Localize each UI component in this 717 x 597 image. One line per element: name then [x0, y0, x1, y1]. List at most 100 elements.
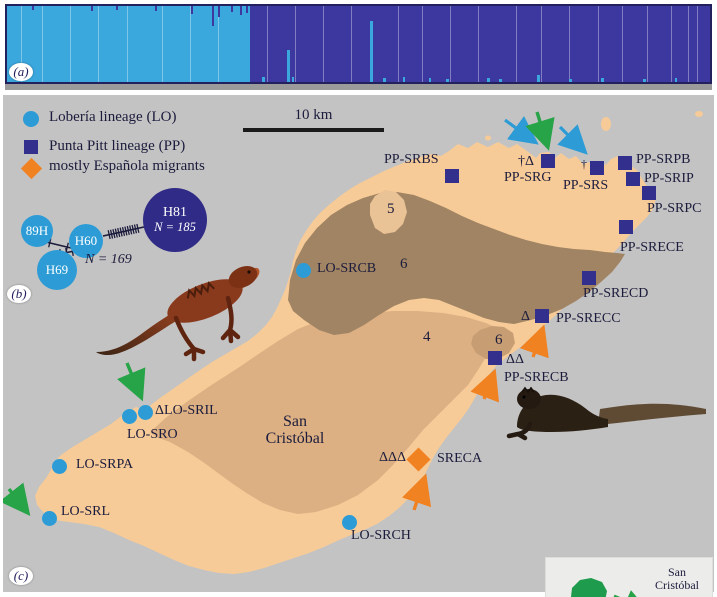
structure-bar-segment: [351, 6, 353, 82]
site-marker-pp-srpc: [642, 186, 656, 200]
site-annotation-pp-srg: †Δ: [518, 154, 535, 169]
structure-bar-segment: [267, 6, 269, 82]
site-marker-pp-srg: [541, 154, 555, 168]
structure-bar-segment: [688, 6, 690, 82]
structure-bar-segment: [31, 6, 34, 10]
structure-bar-segment: [674, 78, 678, 82]
structure-bar-segment: [696, 6, 698, 82]
structure-bar-segment: [246, 6, 249, 13]
islet-1: [601, 117, 611, 131]
green-arrow-north: [525, 111, 555, 151]
site-label-lo-srl: LO-SRL: [61, 504, 110, 519]
green-arrow-sril: [117, 362, 146, 402]
zone-4-region: [150, 311, 503, 514]
panel-a-label: (a): [9, 63, 33, 81]
inset-map: San Cristóbal Santa Cruz Santa Fé Florea…: [545, 557, 713, 597]
structure-bar-segment: [478, 6, 479, 82]
structure-bar-segment: [161, 6, 163, 82]
site-annotation-pp-srecb: ΔΔ: [506, 352, 525, 367]
site-marker-lo-srch: [342, 515, 357, 530]
node-H81-n: N = 185: [154, 219, 196, 234]
inset-graphics: [571, 578, 649, 597]
structure-bar-segment: [421, 6, 423, 82]
map-graphics: [3, 111, 706, 574]
blue-arrow-srs: [557, 124, 588, 155]
structure-bar-segment: [154, 6, 157, 11]
node-H60: H60: [69, 224, 103, 258]
site-marker-lo-sril: [138, 405, 153, 420]
structure-bar-segment: [487, 78, 490, 82]
scale-bar-label: 10 km: [294, 107, 333, 123]
structure-bar-segment: [397, 6, 399, 82]
structure-bar-segment: [291, 77, 295, 82]
structure-bar-segment: [212, 6, 215, 26]
site-label-pp-srpc: PP-SRPC: [647, 201, 702, 216]
structure-bar-segment: [230, 6, 233, 13]
structure-bar-segment: [601, 78, 604, 82]
lo-circle-icon: [23, 111, 39, 127]
structure-bar-segment: [569, 6, 571, 82]
structure-bar-segment: [323, 6, 325, 82]
site-annotation-pp-srs: †: [581, 157, 587, 171]
node-H69-label: H69: [45, 262, 69, 278]
structure-bar-segment: [70, 6, 72, 82]
site-label-lo-srch: LO-SRCH: [351, 528, 411, 543]
site-label-lo-sril: ΔLO-SRIL: [155, 403, 218, 419]
structure-bar-segment: [42, 6, 44, 82]
site-label-pp-srpb: PP-SRPB: [636, 152, 691, 167]
site-marker-pp-srip: [626, 172, 640, 186]
green-arrow-srl: [3, 482, 31, 517]
structure-plot: [5, 4, 712, 84]
inset-island-santa-cruz: [571, 578, 607, 597]
site-marker-pp-srbs: [445, 169, 459, 183]
zone-6b-region: [471, 326, 515, 359]
structure-bar-segment: [671, 6, 673, 82]
panel-a-text: (a): [13, 64, 29, 79]
structure-bar-segment: [98, 6, 100, 82]
site-label-pp-srs: PP-SRS: [563, 178, 609, 193]
site-label-lo-srpa: LO-SRPA: [76, 457, 134, 472]
pp-square-icon: [24, 140, 38, 154]
node-89H: 89H: [21, 215, 53, 247]
island-name-label: San Cristóbal: [265, 413, 325, 447]
node-H60-label: H60: [74, 233, 98, 249]
structure-bar: [7, 6, 710, 82]
structure-bar-segment: [597, 6, 599, 82]
site-label-pp-srecd: PP-SRECD: [583, 286, 649, 301]
structure-bar-segment: [515, 6, 517, 82]
site-marker-lo-sro: [122, 409, 137, 424]
panel-b-text: (b): [11, 286, 27, 301]
legend-pp-label: Punta Pitt lineage (PP): [49, 138, 186, 154]
site-marker-lo-srpa: [52, 459, 67, 474]
structure-bar-segment: [7, 6, 250, 82]
structure-bar-segment: [21, 6, 23, 82]
structure-bar-segment: [249, 6, 710, 82]
node-H81-label: H81: [162, 205, 188, 221]
site-marker-pp-srs: [590, 161, 604, 175]
structure-bar-segment: [446, 78, 449, 82]
structure-bar-segment: [126, 6, 128, 82]
site-marker-pp-srecb: [488, 351, 502, 365]
blue-arrow-srg: [504, 116, 539, 145]
panel-c-label: (c): [9, 567, 33, 585]
zone-label-4: 4: [423, 329, 431, 345]
site-marker-pp-srecd: [582, 271, 596, 285]
site-marker-pp-srpb: [618, 156, 632, 170]
structure-bar-segment: [287, 50, 290, 82]
structure-bar-segment: [383, 78, 386, 82]
orange-arrow-srecc: [519, 324, 549, 359]
structure-bar-segment: [91, 6, 94, 12]
site-marker-lo-srl: [42, 511, 57, 526]
zone-label-5: 5: [387, 201, 395, 217]
structure-bar-segment: [115, 6, 118, 10]
site-label-pp-srecc: PP-SRECC: [556, 311, 621, 326]
structure-plot-shadow: [5, 84, 712, 90]
structure-bar-segment: [537, 75, 540, 82]
structure-bar-segment: [499, 78, 502, 82]
zone-label-6: 6: [400, 256, 408, 272]
structure-bar-segment: [240, 6, 243, 16]
node-89H-label: 89H: [25, 223, 49, 239]
structure-bar-segment: [646, 6, 648, 82]
orange-arrow-srecb: [470, 368, 500, 403]
